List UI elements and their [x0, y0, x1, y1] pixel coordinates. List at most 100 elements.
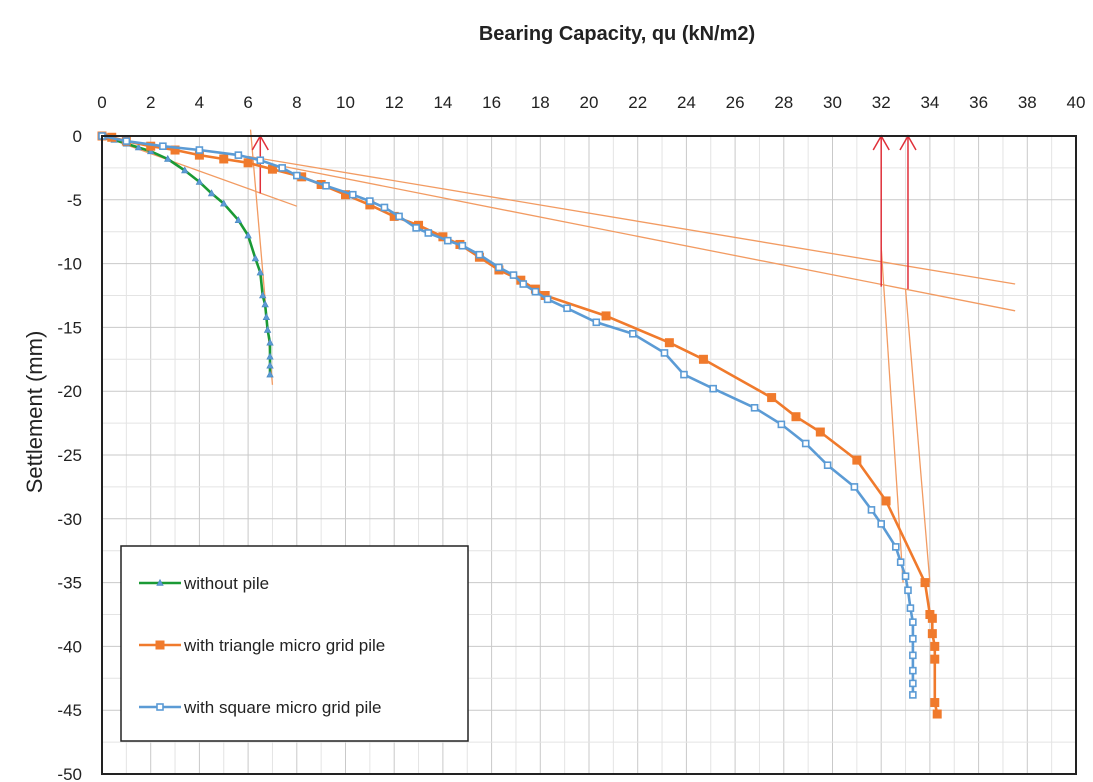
x-tick-label: 30 [823, 93, 842, 112]
data-point [709, 384, 717, 393]
data-point [904, 586, 912, 595]
data-point [259, 291, 267, 299]
x-tick-label: 14 [433, 93, 452, 112]
data-point [867, 506, 876, 514]
tangent-line [247, 155, 1016, 285]
data-point [458, 241, 467, 250]
legend-label: without pile [183, 574, 269, 593]
data-point [146, 141, 156, 151]
plot-area-border [101, 135, 1077, 775]
data-point [243, 158, 253, 168]
data-point [767, 393, 777, 403]
chart-title: Bearing Capacity, qu (kN/m2) [479, 23, 755, 45]
data-point [234, 216, 243, 224]
y-tick-label: -35 [57, 574, 82, 593]
data-point [932, 709, 942, 719]
x-tick-label: 6 [243, 93, 252, 112]
data-point [664, 338, 674, 348]
legend-label: with triangle micro grid pile [183, 636, 385, 655]
data-point [777, 420, 786, 429]
legend-label: with square micro grid pile [183, 698, 381, 717]
x-tick-label: 18 [531, 93, 550, 112]
x-tick-label: 28 [774, 93, 793, 112]
data-point [134, 143, 143, 151]
x-tick-label: 0 [97, 93, 106, 112]
legend-entry: with square micro grid pile [139, 698, 381, 717]
data-point [601, 311, 611, 321]
data-point [266, 370, 274, 378]
data-point [629, 329, 637, 338]
data-point [194, 150, 204, 160]
series-with-square-micro-grid-pile [98, 132, 917, 699]
data-point [181, 166, 189, 174]
y-tick-label: -5 [67, 191, 82, 210]
axis-ticks: 0 2 4 6 8 10 12 14 16 18 20 22 24 26 28 30 32 34 36 38 400-5… [57, 93, 1085, 782]
data-point [266, 352, 274, 360]
y-tick-label: -25 [57, 446, 82, 465]
data-point [155, 640, 165, 650]
data-point [220, 199, 228, 207]
data-point [750, 403, 759, 412]
x-tick-label: 10 [336, 93, 355, 112]
data-point [366, 197, 374, 205]
data-point [896, 558, 905, 566]
data-point [877, 520, 886, 528]
data-point [147, 147, 155, 155]
data-point [823, 461, 832, 470]
y-tick-label: -30 [57, 510, 82, 529]
data-point [495, 263, 503, 272]
data-point [801, 439, 810, 448]
legend: without pile with triangle micro grid pil… [120, 545, 469, 742]
data-point [262, 313, 271, 320]
data-point [909, 618, 917, 626]
data-point [412, 224, 420, 232]
series-without-pile [98, 131, 274, 378]
data-point [531, 287, 540, 296]
legend-entry: with triangle micro grid pile [139, 636, 385, 655]
data-point [266, 338, 274, 346]
x-tick-label: 32 [872, 93, 891, 112]
data-point [519, 280, 528, 288]
data-point [263, 325, 272, 333]
data-point [660, 349, 669, 357]
data-point [920, 578, 930, 588]
y-tick-label: 0 [73, 127, 82, 146]
data-point [256, 156, 265, 165]
x-tick-label: 4 [195, 93, 204, 112]
y-tick-label: -50 [57, 765, 82, 782]
x-tick-label: 16 [482, 93, 501, 112]
data-point [563, 304, 571, 313]
x-tick-label: 12 [385, 93, 404, 112]
data-point [909, 666, 917, 675]
data-point [509, 271, 518, 279]
data-point [322, 181, 330, 190]
data-point [906, 604, 915, 612]
data-point [156, 578, 164, 586]
y-tick-label: -45 [57, 701, 82, 720]
y-axis-label: Settlement (mm) [22, 331, 47, 494]
data-point [261, 300, 269, 308]
data-point [438, 232, 448, 242]
data-point [349, 190, 357, 199]
data-point [543, 295, 552, 304]
x-tick-label: 36 [969, 93, 988, 112]
tangent-line [101, 135, 298, 207]
x-tick-label: 34 [920, 93, 939, 112]
data-point [930, 698, 940, 708]
x-tick-label: 22 [628, 93, 647, 112]
data-point [195, 177, 204, 185]
tangent-line [284, 165, 1016, 312]
data-point [791, 412, 801, 422]
data-point [164, 154, 172, 162]
x-tick-label: 40 [1067, 93, 1086, 112]
data-point [927, 613, 937, 623]
y-tick-label: -15 [57, 318, 82, 337]
data-point [424, 229, 433, 237]
data-point [892, 543, 900, 551]
data-point [365, 200, 375, 210]
data-point [292, 171, 301, 180]
x-tick-label: 8 [292, 93, 301, 112]
data-point [930, 641, 940, 651]
data-point [680, 370, 688, 379]
